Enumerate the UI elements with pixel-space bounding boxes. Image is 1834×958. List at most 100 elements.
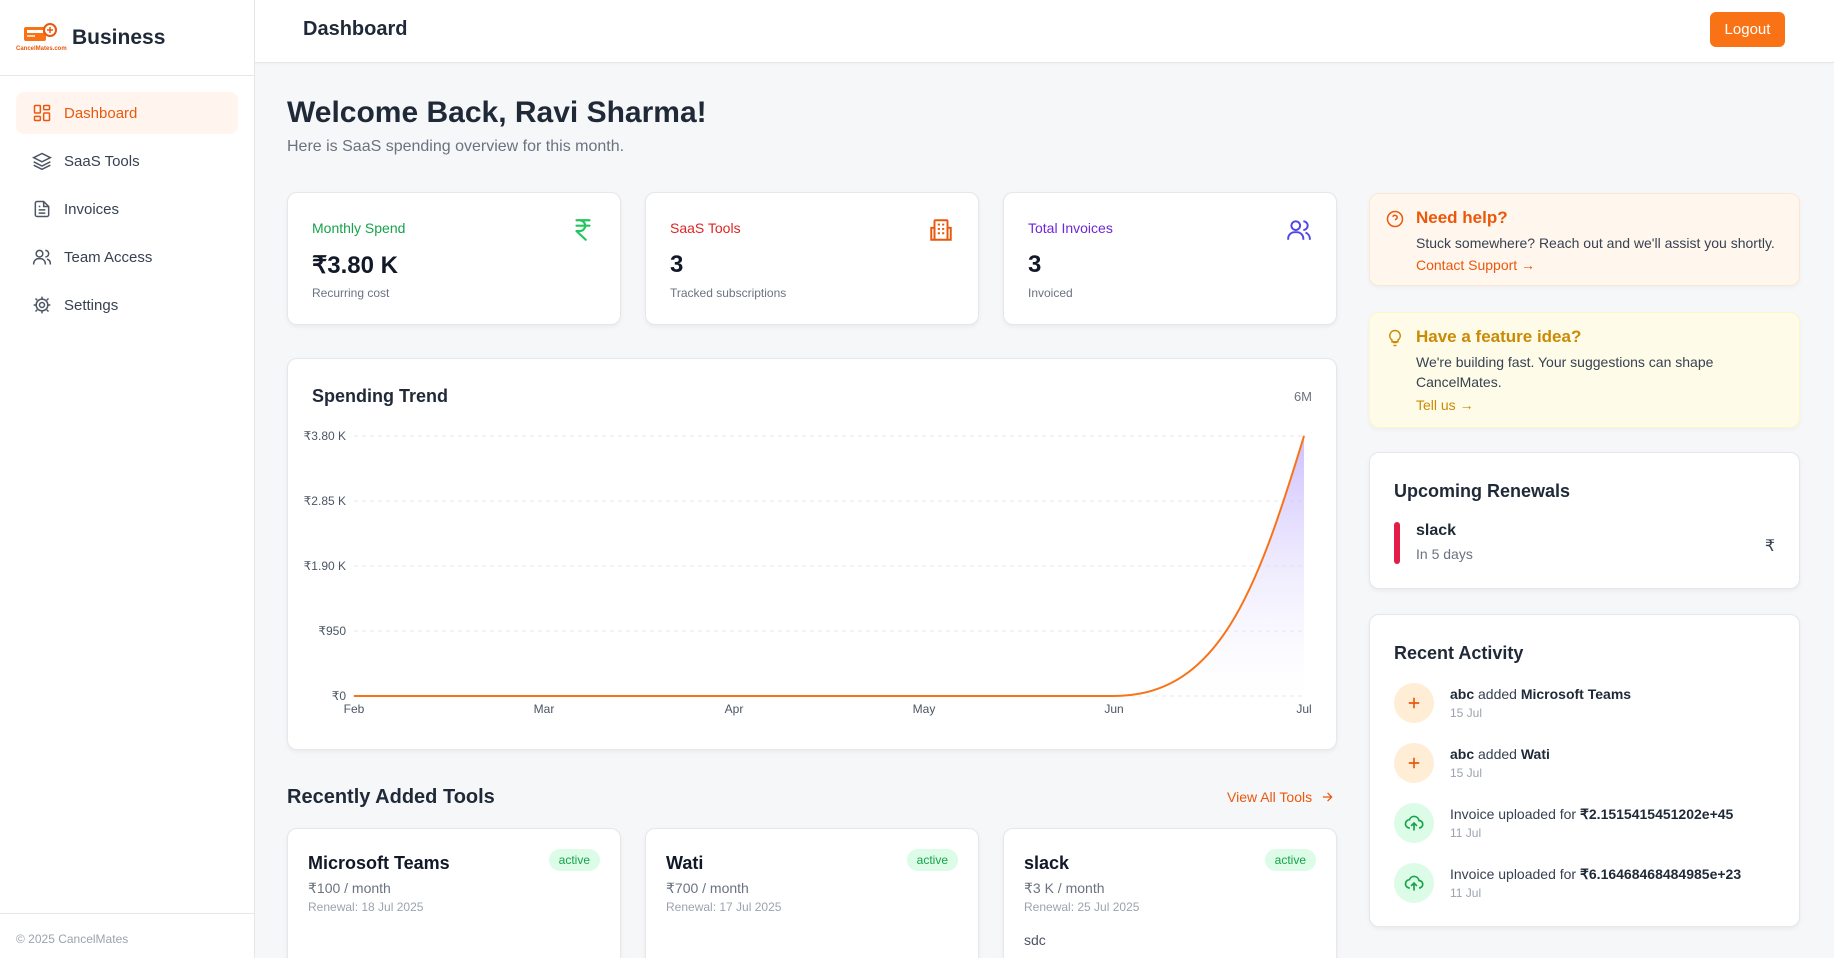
top-bar: Dashboard Logout <box>255 0 1834 63</box>
activity-date: 15 Jul <box>1450 766 1483 780</box>
x-tick-label: Feb <box>344 702 365 716</box>
activity-action: added <box>1474 746 1521 762</box>
users-icon <box>1287 220 1311 240</box>
activity-action: Invoice uploaded for <box>1450 806 1580 822</box>
stat-value: 3 <box>670 251 684 278</box>
sidebar-item-label: Dashboard <box>64 104 138 122</box>
renewal-name: slack <box>1416 522 1457 539</box>
tool-name: Microsoft Teams <box>308 853 450 873</box>
status-badge: active <box>548 849 600 871</box>
tool-card[interactable]: slack active ₹3 K / month Renewal: 25 Ju… <box>1003 828 1337 958</box>
tool-price: ₹3 K / month <box>1024 880 1105 896</box>
x-tick-label: Jul <box>1296 702 1311 716</box>
activity-text: Invoice uploaded for ₹6.16468468484985e+… <box>1450 866 1741 883</box>
logout-button[interactable]: Logout <box>1710 12 1785 47</box>
tool-card[interactable]: Microsoft Teams active ₹100 / month Rene… <box>287 828 621 958</box>
sidebar-item-saas-tools[interactable]: SaaS Tools <box>16 140 238 182</box>
logo-text: CancelMates.com <box>16 45 67 52</box>
activity-date: 15 Jul <box>1450 706 1483 720</box>
stat-value: 3 <box>1028 251 1042 278</box>
logo[interactable]: CancelMates.com <box>16 22 67 54</box>
sidebar-footer: © 2025 CancelMates <box>0 913 254 958</box>
recent-activity-card: Recent Activity abc added Microsoft Team… <box>1369 614 1800 927</box>
activity-date: 11 Jul <box>1450 886 1482 900</box>
idea-text: We're building fast. Your suggestions ca… <box>1416 354 1714 390</box>
arrow-right-icon <box>1323 792 1333 802</box>
rupee-icon <box>575 219 591 241</box>
activity-text: Invoice uploaded for ₹2.1515415451202e+4… <box>1450 806 1733 823</box>
sidebar-item-invoices[interactable]: Invoices <box>16 188 238 230</box>
view-all-tools-link[interactable]: View All Tools <box>1227 789 1334 805</box>
data-point <box>1303 435 1305 437</box>
y-tick-label: ₹950 <box>318 624 346 638</box>
tool-note: sdc <box>1024 932 1046 948</box>
sidebar-item-dashboard[interactable]: Dashboard <box>16 92 238 134</box>
file-icon <box>34 200 50 218</box>
data-point <box>923 695 925 697</box>
tool-renewal: Renewal: 18 Jul 2025 <box>308 900 424 914</box>
activity-text: abc added Microsoft Teams <box>1450 686 1631 702</box>
sidebar-item-label: Invoices <box>64 200 120 218</box>
tool-card[interactable]: Wati active ₹700 / month Renewal: 17 Jul… <box>645 828 979 958</box>
series-area <box>354 436 1304 696</box>
users-icon <box>32 249 52 265</box>
renewal-when: In 5 days <box>1416 546 1473 562</box>
sidebar-item-team-access[interactable]: Team Access <box>16 236 238 278</box>
tool-renewal: Renewal: 17 Jul 2025 <box>666 900 782 914</box>
view-all-label: View All Tools <box>1227 789 1313 805</box>
tool-name: slack <box>1024 853 1070 873</box>
x-tick-label: Mar <box>534 702 555 716</box>
data-point <box>353 695 355 697</box>
tool-price: ₹700 / month <box>666 880 749 896</box>
help-text: Stuck somewhere? Reach out and we'll ass… <box>1416 235 1775 251</box>
spending-trend-chart: ₹0 ₹950 ₹1.90 K ₹2.85 K ₹3.80 K Feb Mar Apr May J… <box>304 429 1312 716</box>
activity-actor: abc <box>1450 746 1475 762</box>
status-badge: active <box>906 849 958 871</box>
x-tick-label: Jun <box>1104 702 1123 716</box>
contact-support-link[interactable]: Contact Support → <box>1416 257 1536 273</box>
page-title: Dashboard <box>303 18 408 40</box>
stat-label: Monthly Spend <box>312 220 406 236</box>
tool-price: ₹100 / month <box>308 880 391 896</box>
stat-sub: Invoiced <box>1028 286 1073 300</box>
tool-renewal: Renewal: 25 Jul 2025 <box>1024 900 1140 914</box>
help-card: Need help? Stuck somewhere? Reach out an… <box>1369 193 1800 286</box>
chart-range-selector[interactable]: 6M <box>1293 389 1312 404</box>
activity-subject: Microsoft Teams <box>1520 686 1632 702</box>
lightbulb-icon <box>1389 329 1401 347</box>
sidebar-nav: Dashboard SaaS Tools Invoices Team Acces… <box>0 76 254 348</box>
stat-card-saas-tools: SaaS Tools 3 Tracked subscriptions <box>645 192 979 325</box>
tool-name: Wati <box>666 853 704 873</box>
stat-label: SaaS Tools <box>670 220 741 236</box>
renewal-amount: ₹ <box>1764 538 1775 555</box>
data-point <box>733 695 735 697</box>
data-point <box>543 695 545 697</box>
dashboard-icon <box>33 104 51 122</box>
welcome-subtitle: Here is SaaS spending overview for this … <box>287 138 625 155</box>
activity-title: Recent Activity <box>1394 643 1524 663</box>
brand-title: Business <box>72 25 166 49</box>
y-tick-label: ₹0 <box>332 689 347 703</box>
activity-action: Invoice uploaded for <box>1450 866 1580 882</box>
sidebar-item-label: Settings <box>64 296 119 314</box>
tell-us-link[interactable]: Tell us → <box>1416 397 1474 413</box>
activity-item: abc added Wati 15 Jul <box>1394 743 1784 783</box>
plus-icon <box>1394 743 1434 783</box>
chart-title: Spending Trend <box>312 386 449 406</box>
upload-cloud-icon <box>1394 803 1434 843</box>
activity-date: 11 Jul <box>1450 826 1482 840</box>
activity-actor: abc <box>1450 686 1475 702</box>
brand: CancelMates.com Business <box>0 0 254 76</box>
stat-card-total-invoices: Total Invoices 3 Invoiced <box>1003 192 1337 325</box>
idea-title: Have a feature idea? <box>1416 327 1582 346</box>
activity-subject: Wati <box>1520 746 1550 762</box>
stat-card-monthly-spend: Monthly Spend ₹3.80 K Recurring cost <box>287 192 621 325</box>
x-tick-label: May <box>913 702 936 716</box>
layers-icon <box>32 152 52 171</box>
y-tick-label: ₹1.90 K <box>304 559 346 573</box>
gear-icon <box>33 296 51 314</box>
sidebar: CancelMates.com Business Dashboard SaaS … <box>0 0 255 958</box>
stat-sub: Recurring cost <box>312 286 390 300</box>
sidebar-item-settings[interactable]: Settings <box>16 284 238 326</box>
x-tick-label: Apr <box>725 702 744 716</box>
